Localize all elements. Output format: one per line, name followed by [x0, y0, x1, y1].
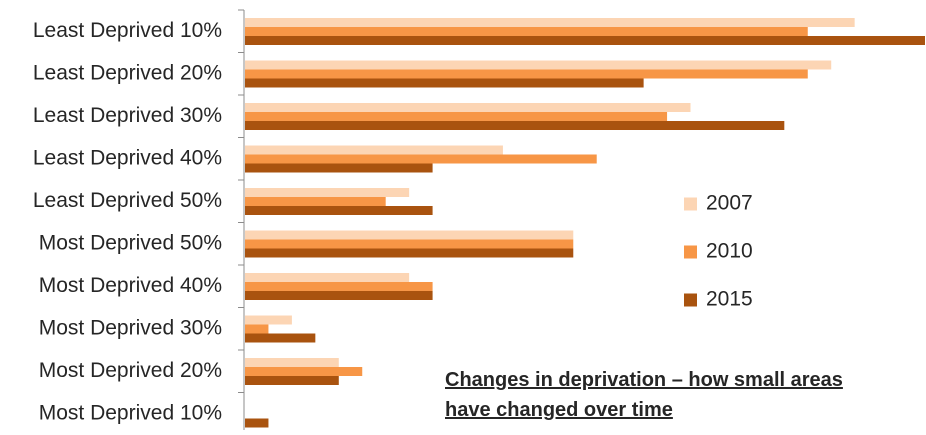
- bar-2007-8: [245, 315, 292, 325]
- category-label: Most Deprived 30%: [39, 317, 222, 340]
- legend-swatch: [684, 197, 697, 211]
- bar-2010-5: [245, 197, 386, 206]
- category-label: Most Deprived 40%: [39, 274, 222, 297]
- legend-swatch: [684, 245, 697, 259]
- legend-item-2007: 2007: [684, 192, 753, 215]
- bar-2010-1: [245, 27, 808, 36]
- bar-2010-6: [245, 239, 574, 249]
- bar-2010-2: [245, 69, 808, 79]
- bar-2015-4: [245, 163, 433, 173]
- category-label: Least Deprived 30%: [33, 104, 222, 127]
- bar-2015-5: [245, 206, 433, 215]
- category-label: Least Deprived 40%: [33, 147, 222, 170]
- legend-label: 2007: [706, 192, 753, 215]
- bar-2007-3: [245, 103, 691, 112]
- legend-swatch: [684, 293, 697, 307]
- legend-label: 2010: [706, 240, 753, 263]
- bar-2015-3: [245, 121, 785, 130]
- category-label: Least Deprived 50%: [33, 189, 222, 212]
- bar-2007-6: [245, 230, 574, 240]
- bar-2010-4: [245, 154, 597, 164]
- bar-2007-1: [245, 18, 855, 27]
- bar-2007-2: [245, 60, 832, 70]
- bar-2015-6: [245, 248, 574, 258]
- bar-2015-2: [245, 78, 644, 88]
- bar-2010-7: [245, 282, 433, 291]
- bars-layer: [245, 18, 925, 428]
- category-label: Most Deprived 20%: [39, 359, 222, 382]
- y-axis: [238, 9, 245, 435]
- legend-item-2015: 2015: [684, 288, 753, 311]
- bar-2007-7: [245, 273, 410, 282]
- category-labels: Least Deprived 10% Least Deprived 20% Leas…: [33, 19, 222, 425]
- category-label: Most Deprived 50%: [39, 232, 222, 255]
- legend-item-2010: 2010: [684, 240, 753, 263]
- bar-2010-9: [245, 367, 363, 376]
- bar-2015-1: [245, 36, 925, 45]
- bar-2007-9: [245, 358, 339, 367]
- bar-2007-4: [245, 145, 503, 155]
- bar-2010-3: [245, 112, 668, 121]
- bar-2015-9: [245, 376, 339, 385]
- bar-2010-8: [245, 324, 269, 334]
- legend-label: 2015: [706, 288, 753, 311]
- bar-2015-10: [245, 418, 269, 428]
- bar-2015-8: [245, 333, 316, 343]
- category-label: Least Deprived 10%: [33, 19, 222, 42]
- bar-2007-5: [245, 188, 410, 197]
- category-label: Most Deprived 10%: [39, 402, 222, 425]
- bar-2015-7: [245, 291, 433, 300]
- annotation: Changes in deprivation – how small areas…: [445, 369, 843, 421]
- category-label: Least Deprived 20%: [33, 62, 222, 85]
- annotation-line: have changed over time: [445, 399, 673, 421]
- annotation-line: Changes in deprivation – how small areas: [445, 369, 843, 391]
- legend: 2007 2010 2015: [684, 192, 753, 311]
